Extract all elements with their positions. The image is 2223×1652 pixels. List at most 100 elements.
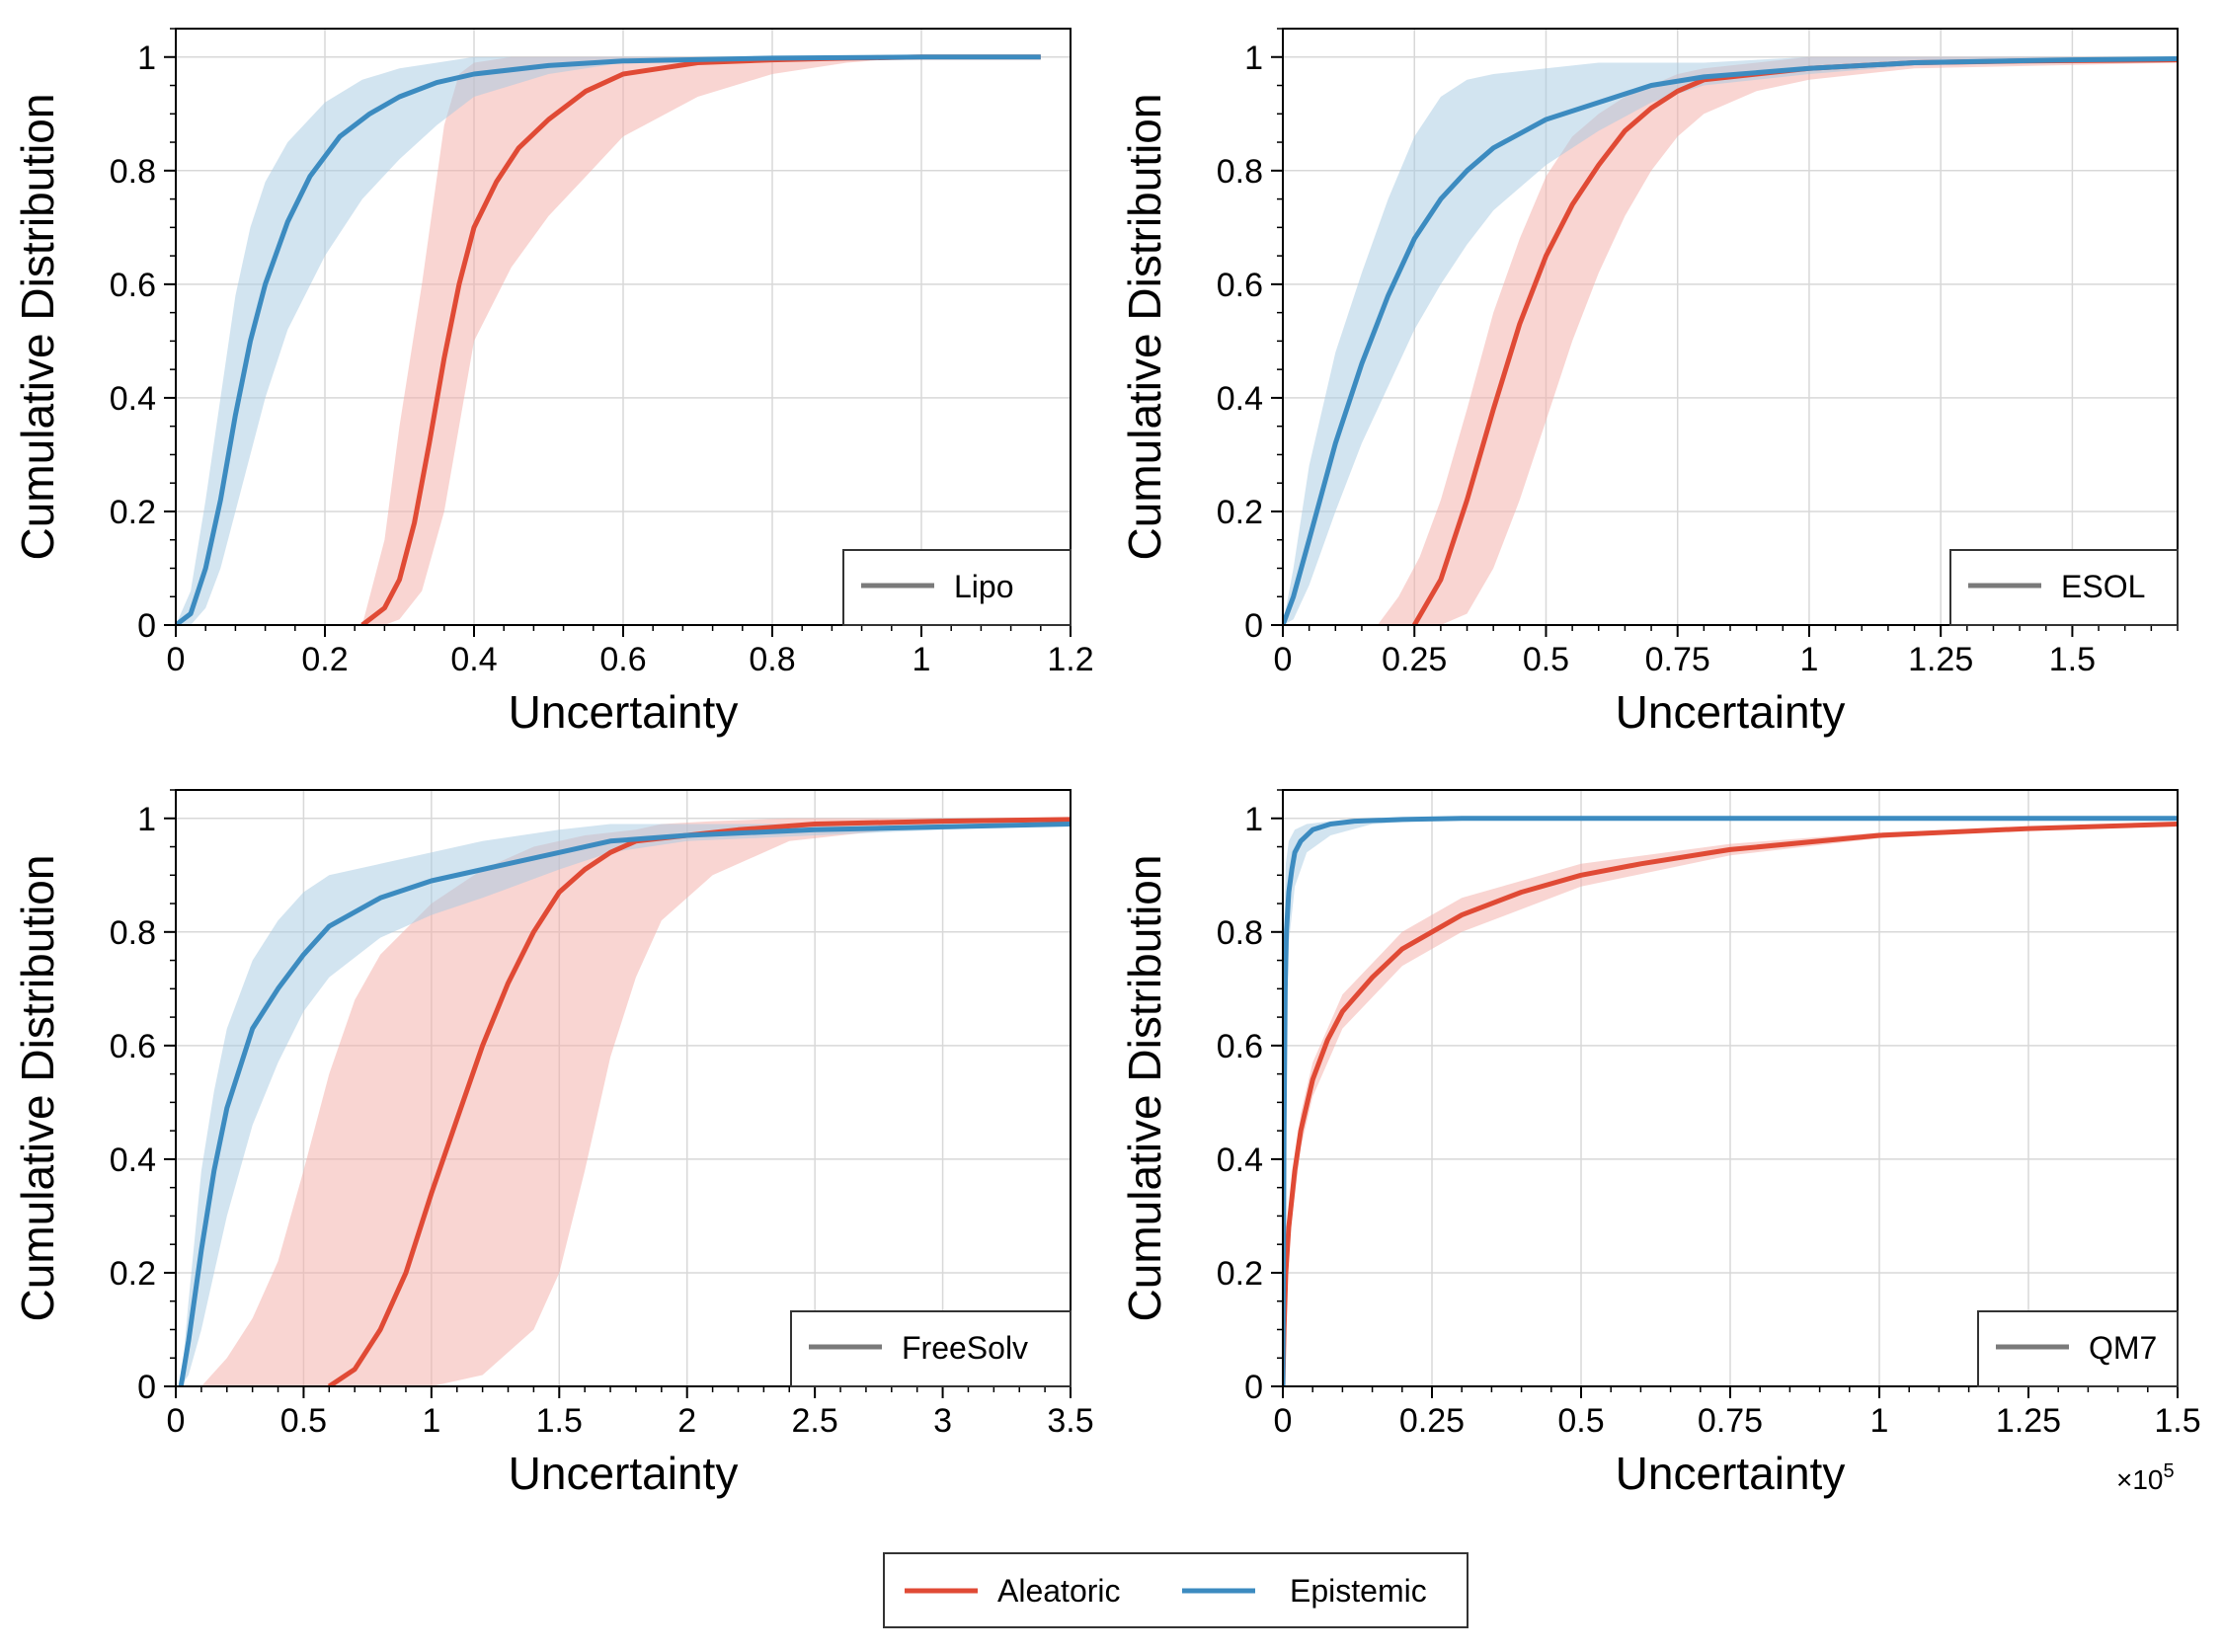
x-tick-label: 0.25 bbox=[1382, 641, 1447, 678]
aleatoric-band bbox=[200, 818, 1071, 1386]
y-tick-label: 0.8 bbox=[110, 153, 156, 191]
x-tick-label: 1.5 bbox=[536, 1402, 583, 1440]
plot-area bbox=[1283, 816, 2178, 1386]
chart-panel-2: 0 0.25 0.5 0.75 1 1.25 1.5 0 0.2 0.4 0.6 0.8 1 Uncert… bbox=[1119, 28, 2179, 738]
x-axis-label: Uncertainty bbox=[1616, 686, 1846, 738]
y-tick-label: 0.6 bbox=[1217, 267, 1263, 304]
panel-legend-label: QM7 bbox=[2089, 1330, 2157, 1366]
x-axis-label: Uncertainty bbox=[1616, 1448, 1846, 1499]
x-tick-label: 0.25 bbox=[1399, 1402, 1465, 1440]
x-axis-label: Uncertainty bbox=[509, 686, 739, 738]
y-tick-label: 0.8 bbox=[1217, 153, 1263, 191]
legend-label-epistemic: Epistemic bbox=[1290, 1573, 1427, 1609]
chart-panel-1: 0 0.2 0.4 0.6 0.8 1 1.2 0 0.2 0.4 0.6 0.8 1 Uncertain… bbox=[12, 28, 1094, 738]
y-tick-label: 0.2 bbox=[110, 494, 156, 531]
x-tick-label: 3 bbox=[933, 1402, 952, 1440]
x-tick-label: 2.5 bbox=[792, 1402, 838, 1440]
panel-legend: FreeSolv bbox=[790, 1310, 1072, 1387]
axes-frame bbox=[1282, 28, 2179, 626]
y-tick-label: 0 bbox=[137, 1369, 156, 1406]
aleatoric-line bbox=[327, 817, 1071, 1386]
x-tick-label: 0.75 bbox=[1645, 641, 1710, 678]
x-axis-label: Uncertainty bbox=[509, 1448, 739, 1499]
legend-label-aleatoric: Aleatoric bbox=[997, 1573, 1121, 1609]
chart-panel-4: 0 0.25 0.5 0.75 1 1.25 1.5 0 0.2 0.4 0.6 0.8 1 Uncert… bbox=[1119, 789, 2201, 1499]
axes-frame bbox=[175, 789, 1072, 1387]
x-tick-label: 1.5 bbox=[2154, 1402, 2200, 1440]
y-axis-label: Cumulative Distribution bbox=[12, 94, 63, 561]
panel-legend-frame bbox=[790, 1310, 1072, 1387]
y-tick-label: 0 bbox=[137, 607, 156, 645]
x-tick-label: 0 bbox=[167, 1402, 186, 1440]
x-tick-label: 1 bbox=[1870, 1402, 1889, 1440]
x-tick-label: 0.5 bbox=[1523, 641, 1569, 678]
x-tick-label: 0.4 bbox=[450, 641, 497, 678]
aleatoric-band bbox=[361, 56, 1041, 625]
ticks bbox=[164, 28, 1072, 637]
y-tick-label: 0.2 bbox=[1217, 1255, 1263, 1293]
plot-area bbox=[176, 54, 1041, 625]
epistemic-band bbox=[1283, 56, 2178, 625]
x-tick-label: 3.5 bbox=[1047, 1402, 1093, 1440]
x-tick-label: 0.6 bbox=[599, 641, 646, 678]
figure-legend: Aleatoric Epistemic bbox=[883, 1552, 1469, 1628]
x-tick-label: 0.75 bbox=[1698, 1402, 1763, 1440]
panel-legend-label: Lipo bbox=[954, 569, 1014, 604]
x-tick-label: 1 bbox=[913, 641, 931, 678]
epistemic-line bbox=[1283, 816, 2178, 1386]
y-tick-label: 0 bbox=[1244, 607, 1263, 645]
panel-legend: Lipo bbox=[842, 549, 1072, 626]
panel-legend-label: ESOL bbox=[2061, 569, 2145, 604]
x-tick-label: 0.5 bbox=[280, 1402, 327, 1440]
y-tick-label: 0.8 bbox=[1217, 914, 1263, 952]
grid bbox=[1282, 790, 2179, 1387]
x-tick-label: 1 bbox=[1799, 641, 1818, 678]
panel-legend: ESOL bbox=[1949, 549, 2179, 626]
x-tick-label: 0.2 bbox=[301, 641, 348, 678]
y-axis-label: Cumulative Distribution bbox=[1119, 94, 1170, 561]
y-tick-label: 0.6 bbox=[110, 1028, 156, 1065]
y-tick-label: 0.6 bbox=[110, 267, 156, 304]
x-tick-label: 1.25 bbox=[1996, 1402, 2061, 1440]
y-tick-label: 1 bbox=[1244, 801, 1263, 838]
y-tick-label: 0.6 bbox=[1217, 1028, 1263, 1065]
x-tick-label: 0 bbox=[1274, 1402, 1293, 1440]
panel-legend: QM7 bbox=[1977, 1310, 2179, 1387]
x-axis-multiplier: ×105 bbox=[2116, 1460, 2175, 1495]
x-tick-label: 2 bbox=[677, 1402, 696, 1440]
y-tick-label: 1 bbox=[1244, 39, 1263, 77]
y-tick-label: 0 bbox=[1244, 1369, 1263, 1406]
aleatoric-line bbox=[1283, 822, 2178, 1386]
x-tick-label: 1.25 bbox=[1908, 641, 1973, 678]
y-tick-label: 0.4 bbox=[110, 1141, 156, 1179]
x-tick-label: 1.5 bbox=[2049, 641, 2096, 678]
x-tick-label: 0.5 bbox=[1557, 1402, 1604, 1440]
x-tick-label: 1 bbox=[422, 1402, 440, 1440]
x-tick-label: 0 bbox=[1274, 641, 1293, 678]
ticks bbox=[164, 789, 1072, 1398]
y-tick-label: 0.8 bbox=[110, 914, 156, 952]
epistemic-line bbox=[176, 54, 1041, 625]
x-tick-label: 0 bbox=[167, 641, 186, 678]
x-tick-label: 0.8 bbox=[749, 641, 795, 678]
ticks bbox=[1271, 789, 2179, 1398]
grid bbox=[1282, 29, 2178, 626]
plot-area bbox=[1283, 56, 2178, 625]
epistemic-line bbox=[178, 822, 1071, 1386]
y-axis-label: Cumulative Distribution bbox=[1119, 855, 1170, 1322]
chart-panels: 0 0.2 0.4 0.6 0.8 1 1.2 0 0.2 0.4 0.6 0.8 1 Uncertain… bbox=[12, 28, 2201, 1499]
plot-area bbox=[178, 817, 1071, 1386]
chart-panel-3: 0 0.5 1 1.5 2 2.5 3 3.5 0 0.2 0.4 0.6 0.8 1 Uncertaint… bbox=[12, 789, 1094, 1499]
y-axis-label: Cumulative Distribution bbox=[12, 855, 63, 1322]
figure-legend-frame bbox=[883, 1552, 1469, 1628]
y-tick-label: 0.2 bbox=[1217, 494, 1263, 531]
y-tick-label: 0.4 bbox=[1217, 380, 1263, 418]
x-tick-label: 1.2 bbox=[1047, 641, 1093, 678]
epistemic-line bbox=[1283, 56, 2178, 625]
y-tick-label: 1 bbox=[137, 801, 156, 838]
panel-legend-label: FreeSolv bbox=[902, 1330, 1028, 1366]
y-tick-label: 1 bbox=[137, 39, 156, 77]
y-tick-label: 0.4 bbox=[110, 380, 156, 418]
y-tick-label: 0.4 bbox=[1217, 1141, 1263, 1179]
